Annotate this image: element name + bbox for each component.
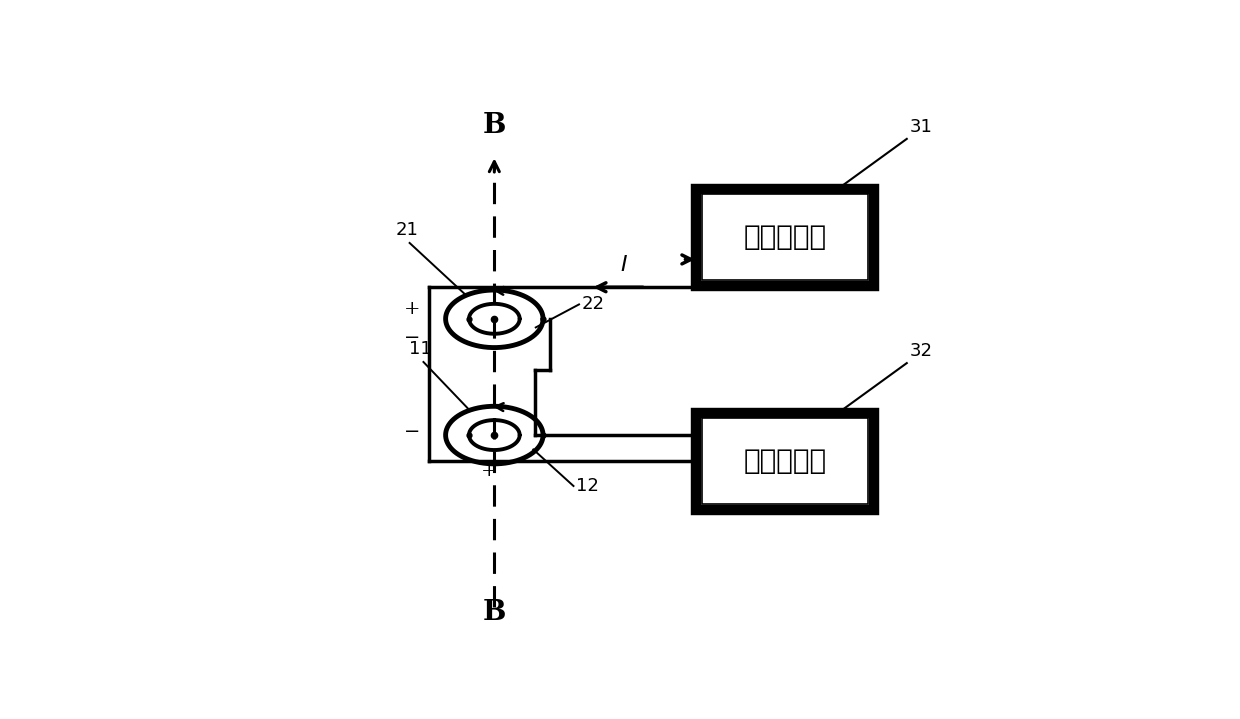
- Bar: [702, 418, 868, 504]
- Text: +: +: [481, 462, 497, 480]
- Text: I: I: [620, 255, 627, 275]
- Text: 响应输入端: 响应输入端: [744, 447, 827, 475]
- Text: −: −: [404, 423, 420, 441]
- Text: 31: 31: [910, 118, 932, 136]
- Bar: [697, 188, 873, 285]
- Text: −: −: [404, 329, 420, 347]
- Text: B: B: [482, 599, 506, 626]
- Text: 21: 21: [396, 221, 418, 239]
- Bar: [702, 194, 868, 280]
- Text: B: B: [482, 112, 506, 139]
- Text: 32: 32: [910, 342, 932, 360]
- Bar: [697, 413, 873, 510]
- Text: 22: 22: [582, 296, 605, 313]
- Text: +: +: [404, 300, 420, 318]
- Text: 11: 11: [409, 339, 432, 357]
- Text: 12: 12: [577, 477, 599, 495]
- Text: 激励输出端: 激励输出端: [744, 223, 827, 251]
